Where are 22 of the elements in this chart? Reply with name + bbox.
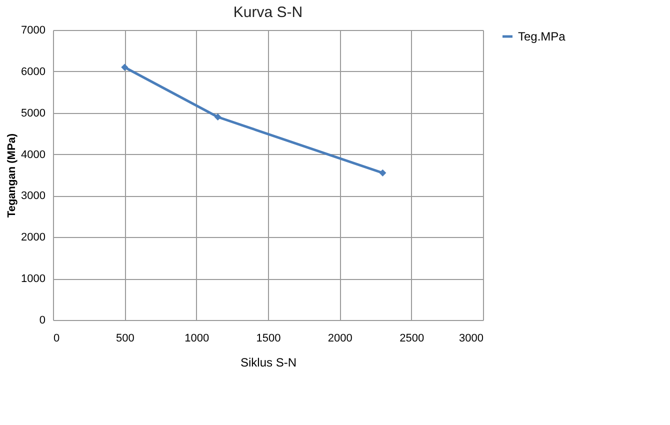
x-tick-label: 2500 xyxy=(400,332,424,344)
point xyxy=(379,169,386,176)
x-axis-title: Siklus S-N xyxy=(240,356,297,370)
chart-title: Kurva S-N xyxy=(233,4,303,21)
point xyxy=(121,64,128,71)
y-tick-label: 3000 xyxy=(21,190,46,202)
x-tick-label: 1500 xyxy=(256,332,281,344)
x-tick-label: 1000 xyxy=(184,332,210,344)
y-tick-label: 4000 xyxy=(21,148,46,161)
x-tick-label: 2000 xyxy=(328,332,352,344)
point xyxy=(214,113,222,121)
x-tick-label: 0 xyxy=(54,332,60,344)
y-tick-label: 6000 xyxy=(21,66,46,78)
legend-label: Teg.MPa xyxy=(518,30,566,44)
y-tick-label: 0 xyxy=(39,314,46,326)
x-tick-label: 500 xyxy=(116,332,134,344)
y-tick-label: 2000 xyxy=(21,232,46,244)
y-axis-title: Tegangan (MPa) xyxy=(6,133,18,218)
y-tick-label: 1000 xyxy=(21,273,46,286)
x-tick-label: 3000 xyxy=(459,332,484,344)
y-tick-label: 7000 xyxy=(21,24,46,36)
y-tick-label: 5000 xyxy=(21,107,46,120)
